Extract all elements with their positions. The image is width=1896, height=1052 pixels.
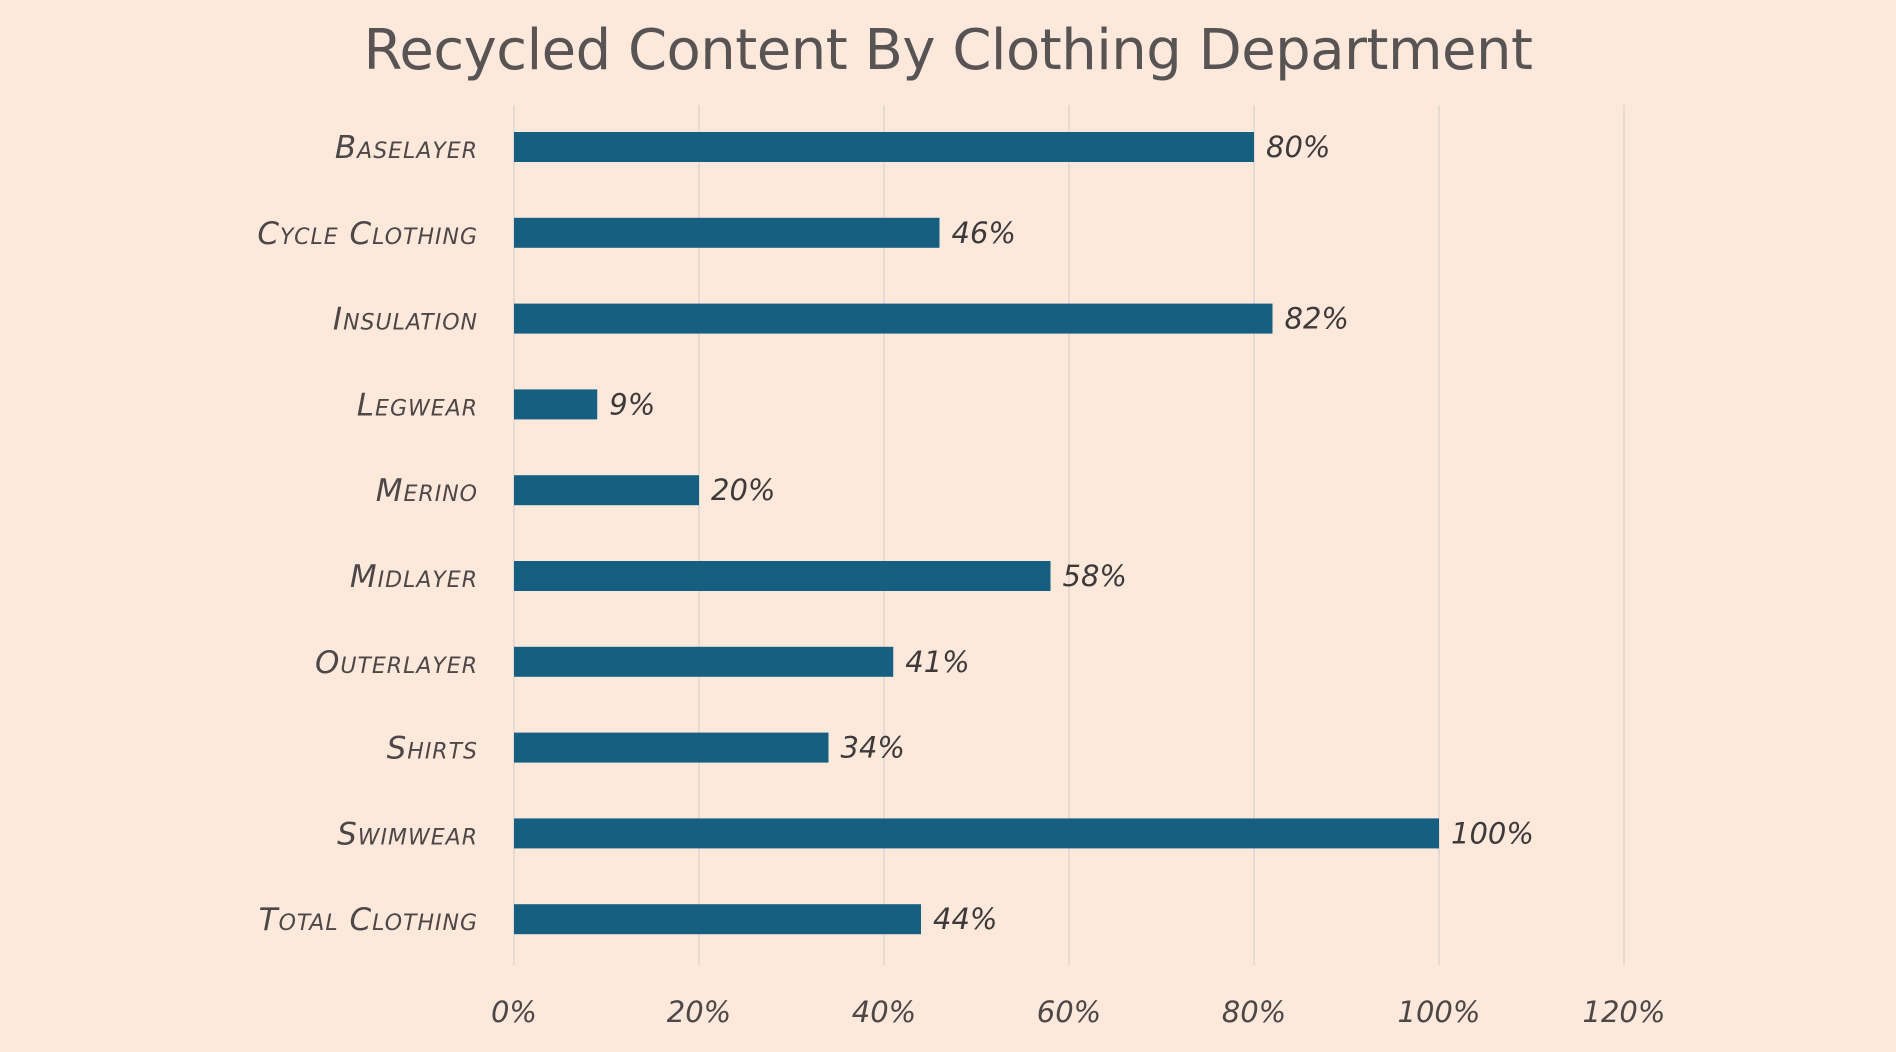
data-label: 82% [1285,302,1349,336]
bar [514,389,598,420]
x-tick-label: 60% [1037,995,1101,1029]
data-label: 46% [952,216,1016,250]
category-label: Shirts [387,731,478,767]
bar [514,217,940,248]
x-tick-label: 0% [491,995,537,1029]
category-label: Cycle Clothing [257,216,478,252]
x-tick-label: 40% [852,995,916,1029]
category-label: Midlayer [350,559,478,595]
x-tick-label: 80% [1222,995,1286,1029]
category-label: Insulation [333,302,478,338]
data-label: 41% [905,645,969,679]
bar [514,818,1439,849]
data-label: 44% [933,902,997,936]
chart-title: Recycled Content By Clothing Department [363,18,1533,83]
category-label: Total Clothing [259,902,478,938]
data-label: 9% [609,387,655,421]
bar [514,132,1254,162]
bar [514,475,699,506]
category-label: Baselayer [335,130,478,166]
data-label: 100% [1451,816,1534,850]
data-label: 58% [1063,559,1127,593]
x-tick-label: 120% [1583,995,1666,1029]
x-tick-label: 20% [667,995,731,1029]
x-tick-label: 100% [1398,995,1481,1029]
bar [514,561,1051,591]
category-label: Swimwear [337,816,478,852]
bar [514,303,1273,334]
bar [514,732,829,763]
data-label: 20% [711,473,775,507]
category-label: Merino [376,473,478,509]
data-label: 80% [1266,130,1330,164]
data-label: 34% [841,731,905,765]
bar [514,904,921,935]
bar [514,646,894,677]
category-label: Outerlayer [315,645,478,681]
category-label: Legwear [357,387,478,423]
